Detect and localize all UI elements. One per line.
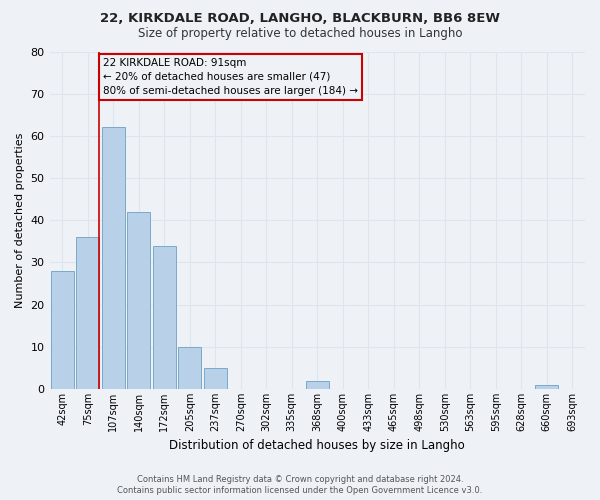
Bar: [204, 368, 227, 389]
Bar: [76, 237, 99, 389]
Bar: [153, 246, 176, 389]
Bar: [51, 271, 74, 389]
Text: 22 KIRKDALE ROAD: 91sqm
← 20% of detached houses are smaller (47)
80% of semi-de: 22 KIRKDALE ROAD: 91sqm ← 20% of detache…: [103, 58, 358, 96]
Bar: [102, 128, 125, 389]
Text: Size of property relative to detached houses in Langho: Size of property relative to detached ho…: [138, 28, 462, 40]
Text: 22, KIRKDALE ROAD, LANGHO, BLACKBURN, BB6 8EW: 22, KIRKDALE ROAD, LANGHO, BLACKBURN, BB…: [100, 12, 500, 26]
Bar: [127, 212, 150, 389]
Bar: [306, 380, 329, 389]
Y-axis label: Number of detached properties: Number of detached properties: [15, 132, 25, 308]
Bar: [535, 385, 558, 389]
X-axis label: Distribution of detached houses by size in Langho: Distribution of detached houses by size …: [169, 440, 465, 452]
Text: Contains HM Land Registry data © Crown copyright and database right 2024.: Contains HM Land Registry data © Crown c…: [137, 475, 463, 484]
Text: Contains public sector information licensed under the Open Government Licence v3: Contains public sector information licen…: [118, 486, 482, 495]
Bar: [178, 347, 201, 389]
